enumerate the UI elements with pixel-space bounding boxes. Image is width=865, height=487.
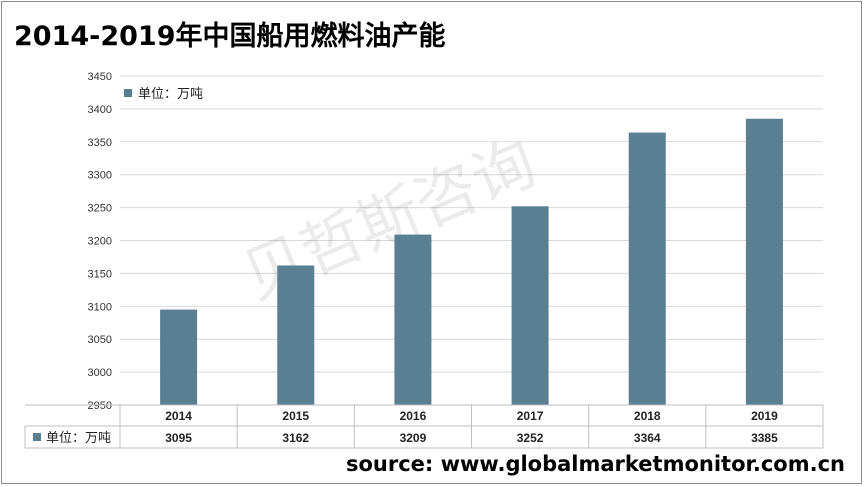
legend-swatch: [124, 89, 132, 97]
y-tick-label: 3450: [88, 71, 112, 83]
table-value: 3095: [165, 431, 192, 445]
table-value: 3252: [517, 431, 544, 445]
data-table: 单位：万吨 2014 3095 2015 3162 2016 3209 2017 3252 201…: [24, 404, 824, 449]
bar-2016: [394, 234, 432, 405]
y-tick-label: 3050: [88, 334, 112, 346]
x-category-label: 2017: [517, 409, 544, 423]
legend: 单位：万吨: [124, 87, 203, 102]
bar-2019: [745, 118, 783, 406]
table-series-label: 单位：万吨: [46, 431, 111, 446]
gridlines: [120, 75, 823, 406]
y-tick-label: 3200: [88, 236, 112, 248]
y-tick-label: 3000: [88, 367, 112, 379]
y-tick-label: 3250: [88, 203, 112, 215]
y-axis-ticks: 2950 3000 3050 3100 3150 3200 3250 3300 3350 3400…: [88, 71, 112, 412]
legend-label: 单位：万吨: [138, 87, 203, 102]
x-category-label: 2019: [751, 409, 778, 423]
x-category-label: 2016: [400, 409, 427, 423]
y-tick-label: 3300: [88, 170, 112, 182]
bar-2018: [628, 132, 666, 405]
x-category-label: 2014: [165, 409, 192, 423]
y-tick-label: 3100: [88, 301, 112, 313]
table-value: 3385: [751, 431, 778, 445]
bar-2017: [511, 206, 549, 405]
x-category-label: 2018: [634, 409, 661, 423]
y-tick-label: 2950: [88, 400, 112, 412]
table-value: 3364: [634, 431, 661, 445]
y-tick-label: 3150: [88, 268, 112, 280]
bar-2015: [277, 265, 315, 405]
bar-2014: [160, 309, 198, 405]
table-legend-swatch: [33, 433, 41, 441]
y-tick-label: 3400: [88, 104, 112, 116]
table-value: 3162: [282, 431, 309, 445]
bars: [160, 118, 783, 406]
y-tick-label: 3350: [88, 137, 112, 149]
table-value: 3209: [400, 431, 427, 445]
source-credit: source: www.globalmarketmonitor.com.cn: [345, 452, 845, 476]
x-category-label: 2015: [282, 409, 309, 423]
chart-title: 2014-2019年中国船用燃料油产能: [14, 21, 446, 52]
